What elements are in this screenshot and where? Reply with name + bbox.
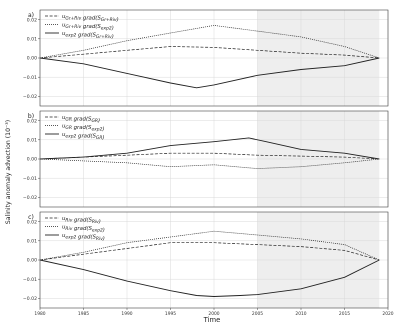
panel-label: a) <box>28 12 34 19</box>
xtick-label: 2000 <box>208 311 219 317</box>
legend: uGr+Riv grad(SGr+Riv)uGr+Riv grad(Sexp2)… <box>45 14 119 40</box>
ytick-label: 0.00 <box>27 157 37 163</box>
figure-xlabel: Time <box>203 316 221 324</box>
ytick-label: 0.01 <box>27 239 37 245</box>
legend-entry: uRiv grad(SRiv) <box>62 216 101 225</box>
panel-b: −0.02 −0.01 0.00 0.01 0.02b) uGR grad(SGR)uGR… <box>23 110 389 208</box>
legend: uRiv grad(SRiv)uRiv grad(Sexp2)uexp2 gra… <box>45 216 105 242</box>
ytick-label: 0.02 <box>27 17 37 23</box>
legend-entry: uGr+Riv grad(SGr+Riv) <box>62 14 119 23</box>
legend-entry: uGR grad(Sexp2) <box>62 123 104 132</box>
series-line-3 <box>39 57 380 89</box>
xtick-label: 2015 <box>339 311 350 317</box>
legend: uGR grad(SGR)uGR grad(Sexp2)uexp2 grad(S… <box>45 115 104 141</box>
ytick-label: 0.02 <box>27 219 37 225</box>
xtick-label: 2005 <box>252 311 263 317</box>
legend-entry: uGR grad(SGR) <box>62 115 100 124</box>
xtick-label: 1990 <box>121 311 132 317</box>
xtick-label: 1995 <box>165 311 176 317</box>
panel-a: −0.02 −0.01 0.00 0.01 0.02a) uGr+Riv grad(SGr… <box>23 9 389 107</box>
legend-entry: uexp2 grad(SGR) <box>62 132 104 141</box>
xtick-label: 1980 <box>34 311 45 317</box>
xtick-label: 1985 <box>78 311 89 317</box>
plot-frame <box>39 110 389 208</box>
legend-entry: uexp2 grad(SGr+Riv) <box>62 31 114 40</box>
series-line-2 <box>39 158 380 169</box>
ytick-label: 0.00 <box>27 258 37 264</box>
legend-entry: uGr+Riv grad(Sexp2) <box>62 22 114 31</box>
xtick-label: 2010 <box>295 311 306 317</box>
plot-frame <box>39 9 389 107</box>
ytick-label: −0.02 <box>23 195 37 201</box>
ytick-label: −0.01 <box>23 75 37 81</box>
legend-entry: uexp2 grad(SRiv) <box>62 233 105 242</box>
ytick-label: 0.01 <box>27 37 37 43</box>
ytick-label: 0.02 <box>27 118 37 124</box>
figure-ylabel: Salinity anomaly advection (10⁻³) <box>5 120 12 224</box>
legend-entry: uRiv grad(Sexp2) <box>62 224 105 233</box>
ytick-label: −0.01 <box>23 277 37 283</box>
ytick-label: −0.02 <box>23 94 37 100</box>
series-line-2 <box>39 25 380 59</box>
panel-c: −0.02−0.010.000.010.02c) uRiv grad(SRiv)u… <box>23 211 394 317</box>
ytick-label: −0.02 <box>23 296 37 302</box>
ytick-label: 0.00 <box>27 56 37 62</box>
ytick-label: 0.01 <box>27 138 37 144</box>
series-line-1 <box>39 242 380 261</box>
series-line-3 <box>39 137 380 160</box>
series-line-1 <box>39 152 380 160</box>
panel-label: b) <box>28 113 34 120</box>
series-line-2 <box>39 230 380 261</box>
xtick-label: 2020 <box>382 311 393 317</box>
series-line-3 <box>39 259 380 297</box>
series-line-1 <box>39 46 380 59</box>
panel-label: c) <box>28 214 34 221</box>
ytick-label: −0.01 <box>23 176 37 182</box>
